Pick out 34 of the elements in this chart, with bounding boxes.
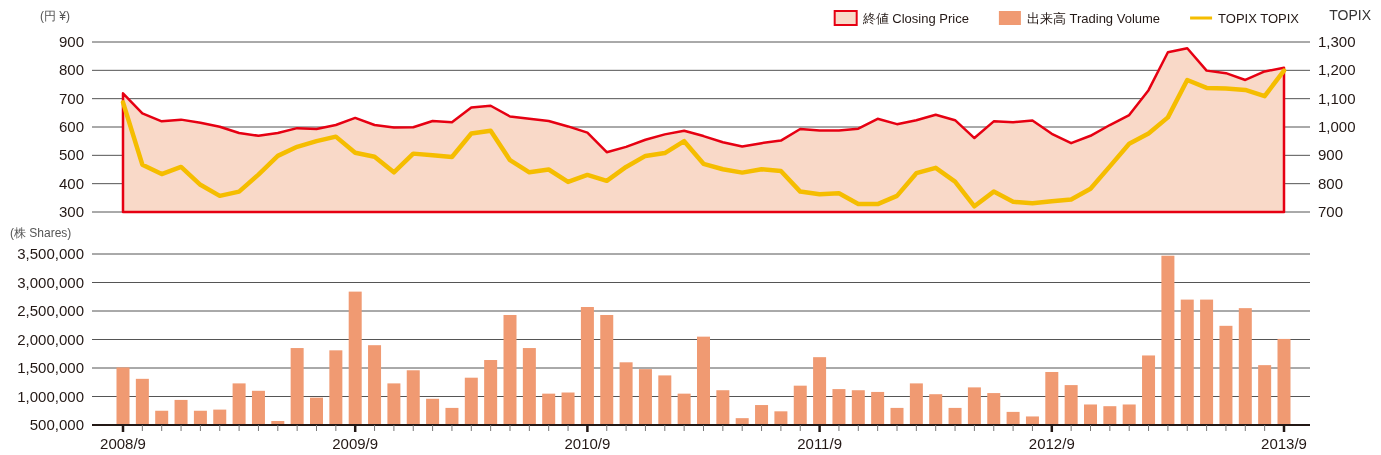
y-tick-label: 1,500,000	[17, 359, 84, 376]
legend-label: TOPIX TOPIX	[1218, 11, 1300, 26]
y2-tick-label: 1,000	[1318, 118, 1356, 135]
y-tick-label: 2,000,000	[17, 330, 84, 348]
y2-tick-label: 1,300	[1318, 33, 1356, 50]
x-tick-label: 2009/9	[332, 435, 379, 452]
y-tick-label: 800	[58, 61, 84, 79]
x-tick-label: 2010/9	[564, 435, 611, 452]
line-series	[120, 68, 1287, 209]
y-tick-label: 900	[58, 33, 84, 50]
x-tick-label: 2008/9	[100, 435, 146, 452]
x-tick-label: 2011/9	[797, 435, 842, 452]
y-tick-label: 300	[58, 203, 84, 220]
y-tick-label: 3,500,000	[17, 245, 84, 262]
y2-tick-label: 700	[1318, 203, 1344, 220]
y-axis-title: (円 ¥)	[40, 9, 70, 23]
y-tick-label: 400	[58, 174, 84, 192]
y2-tick-label: 900	[1318, 146, 1344, 164]
y-axis-title: (株 Shares)	[10, 226, 72, 240]
y2-tick-label: 800	[1318, 174, 1344, 192]
y-tick-label: 3,000,000	[17, 273, 84, 291]
y-tick-label: 500	[58, 146, 84, 164]
y2-tick-label: 1,200	[1318, 61, 1356, 79]
y-tick-label: 600	[58, 118, 84, 135]
y2-axis-title: TOPIX	[1329, 7, 1372, 23]
legend-label: 終値 Closing Price	[861, 11, 969, 26]
x-tick-label: 2012/9	[1028, 435, 1075, 452]
legend-label: 出来高 Trading Volume	[1026, 11, 1161, 26]
y2-tick-label: 1,100	[1318, 89, 1356, 107]
x-tick-label: 2013/9	[1261, 435, 1307, 452]
y-tick-label: 2,500,000	[17, 302, 84, 319]
y-tick-label: 700	[58, 89, 84, 107]
y-tick-label: 1,000,000	[17, 387, 84, 405]
y-tick-label: 500,000	[29, 416, 84, 433]
